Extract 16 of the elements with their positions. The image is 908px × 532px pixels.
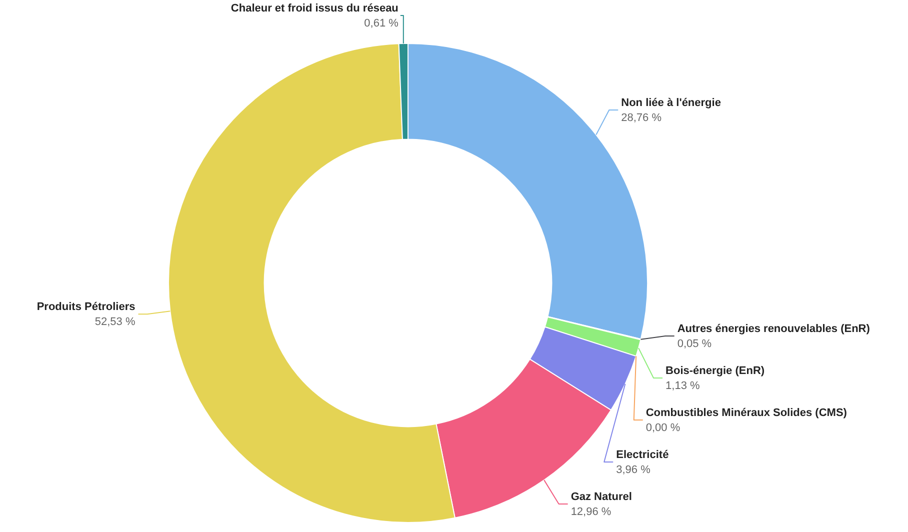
data-label: 3,96 %	[616, 464, 651, 476]
slice-label: Electricité	[616, 449, 669, 462]
slice-label: Autres énergies renouvelables (EnR)	[677, 323, 870, 336]
data-label: 0,61 %	[364, 18, 399, 30]
data-label: 12,96 %	[570, 506, 612, 518]
slice-label: Chaleur et froid issus du réseau	[230, 2, 398, 15]
slice-label: Non liée à l'énergie	[621, 97, 721, 110]
slice-label: Bois-énergie (EnR)	[666, 365, 765, 378]
data-label: 1,13 %	[666, 380, 700, 392]
slice-label: Produits Pétroliers	[36, 301, 136, 314]
slice-label: Gaz Naturel	[570, 491, 632, 504]
data-label: 28,76 %	[621, 112, 662, 124]
text: 0,00 %	[646, 422, 680, 434]
data-label: 52,53 %	[94, 316, 136, 328]
category-label: Combustibles Minéraux Solides (CMS)	[646, 407, 847, 420]
data-label: 0,05 %	[677, 338, 712, 350]
